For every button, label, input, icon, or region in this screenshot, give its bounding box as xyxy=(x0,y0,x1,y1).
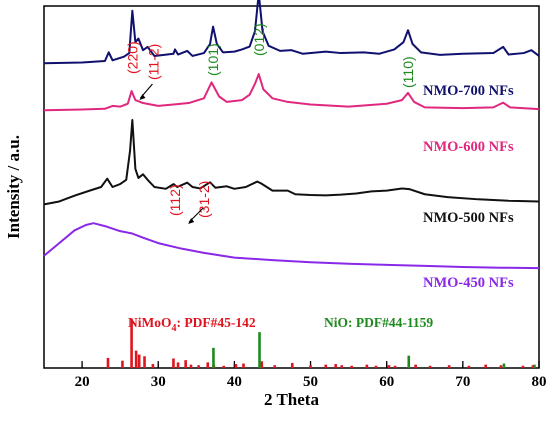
series-line xyxy=(43,119,540,206)
x-axis-ticks: 20 30 40 50 60 70 80 xyxy=(75,361,547,390)
series-label: NMO-700 NFs xyxy=(423,83,514,99)
x-tick-label: 70 xyxy=(455,374,470,390)
series-label: NMO-600 NFs xyxy=(423,139,514,155)
series-line xyxy=(43,222,540,270)
series: NMO-500 NFs xyxy=(43,119,540,226)
peak-label: (31-2) xyxy=(196,181,212,218)
x-tick-label: 40 xyxy=(227,374,242,390)
series: NMO-450 NFs xyxy=(43,222,540,291)
peak-arrowhead xyxy=(139,94,146,100)
x-tick-label: 20 xyxy=(75,374,90,390)
peak-label: (11-2) xyxy=(145,44,161,80)
x-axis-title: 2 Theta xyxy=(264,390,319,409)
reference-pattern: NiMoO4: PDF#45-142 xyxy=(106,315,535,368)
peak-annotations: (220) (101) (012) (110) (11-2) (112) (31-2) xyxy=(124,23,416,224)
series-group: NMO-700 NFs NMO-600 NFs NMO-500 NFs NMO-450… xyxy=(43,0,540,291)
reference-label: NiMoO4: PDF#45-142 xyxy=(128,315,256,334)
x-tick-label: 60 xyxy=(379,374,394,390)
peak-label: (110) xyxy=(400,56,416,88)
peak-arrowhead xyxy=(188,218,195,224)
series-line xyxy=(43,73,540,112)
x-tick-label: 80 xyxy=(532,374,547,390)
x-tick-label: 30 xyxy=(151,374,166,390)
peak-label: (112) xyxy=(167,184,183,216)
reference-label: NiO: PDF#44-1159 xyxy=(324,315,433,330)
peak-label: (101) xyxy=(205,43,221,76)
reference-pattern: NiO: PDF#44-1159 xyxy=(212,315,536,368)
series: NMO-600 NFs xyxy=(43,73,540,155)
reference-patterns: NiMoO4: PDF#45-142 NiO: PDF#44-1159 xyxy=(106,315,536,368)
series: NMO-700 NFs xyxy=(43,0,540,99)
plot-frame xyxy=(43,5,540,369)
series-label: NMO-500 NFs xyxy=(423,210,514,226)
x-tick-label: 50 xyxy=(303,374,318,390)
series-line xyxy=(43,0,540,65)
peak-label: (220) xyxy=(124,41,140,74)
y-axis-title: Intensity / a.u. xyxy=(4,135,23,239)
series-label: NMO-450 NFs xyxy=(423,275,514,291)
peak-label: (012) xyxy=(251,23,267,56)
